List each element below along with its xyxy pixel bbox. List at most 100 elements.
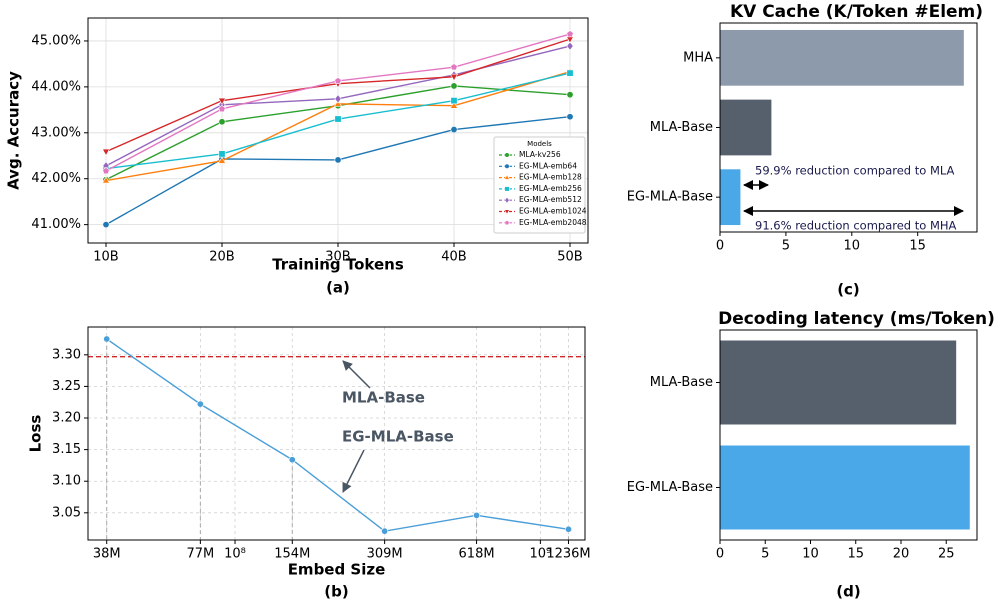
marker	[334, 156, 342, 164]
annotation-arrow	[342, 449, 365, 493]
y-axis-label: Avg. Accuracy	[5, 71, 23, 190]
x-tick-label: 154M	[274, 547, 310, 562]
legend-label: EG-MLA-emb64	[519, 161, 577, 170]
x-tick-label: 10⁹	[529, 547, 551, 562]
x-tick-label: 20	[893, 547, 910, 562]
marker	[102, 221, 110, 229]
annotation: EG-MLA-Base	[342, 428, 454, 446]
marker	[334, 115, 342, 123]
legend-marker	[504, 219, 510, 226]
y-tick-label: 3.10	[52, 474, 81, 489]
marker	[218, 150, 226, 158]
marker	[566, 113, 574, 121]
marker	[217, 156, 227, 164]
marker	[566, 69, 574, 77]
marker	[381, 527, 389, 535]
y-tick-label: 43.00%	[31, 125, 81, 140]
marker	[450, 126, 458, 134]
marker	[473, 511, 481, 519]
caption: (d)	[836, 583, 860, 601]
y-tick-label: 45.00%	[31, 33, 81, 48]
plot-frame	[87, 326, 586, 541]
annotation: 59.9% reduction compared to MLA	[755, 164, 955, 178]
legend-marker	[504, 196, 510, 204]
series-line	[106, 338, 569, 532]
legend-marker	[504, 186, 510, 192]
x-tick-label: 15	[909, 239, 926, 254]
marker	[103, 335, 111, 343]
y-tick-label: EG-MLA-Base	[627, 190, 713, 205]
y-axis-label: Loss	[27, 415, 45, 453]
legend-label: EG-MLA-emb128	[519, 173, 582, 182]
legend-marker	[504, 152, 510, 158]
x-tick-label: 5	[782, 239, 790, 254]
marker	[564, 525, 572, 533]
x-tick-label: 40B	[441, 250, 466, 265]
marker	[450, 82, 458, 90]
x-tick-label: 50B	[557, 250, 582, 265]
y-tick-label: MHA	[683, 50, 713, 65]
x-tick-label: 30B	[325, 250, 350, 265]
plot-frame	[87, 17, 589, 244]
x-tick-label: 309M	[367, 547, 403, 562]
x-axis-label: Training Tokens	[272, 256, 404, 274]
y-tick-label: 42.00%	[31, 171, 81, 186]
y-tick-label: 44.00%	[31, 79, 81, 94]
bar	[720, 445, 970, 530]
marker	[450, 63, 458, 71]
y-tick-label: 3.25	[52, 379, 81, 394]
marker	[334, 77, 342, 85]
annotation: 91.6% reduction compared to MHA	[755, 219, 957, 233]
caption: (b)	[324, 583, 348, 601]
y-tick-label: 3.30	[52, 347, 81, 362]
caption: (a)	[326, 279, 350, 297]
x-tick-label: 10	[844, 239, 861, 254]
x-tick-label: 25	[938, 547, 955, 562]
y-tick-label: 3.15	[52, 442, 81, 457]
legend-label: EG-MLA-emb256	[519, 184, 582, 193]
marker	[217, 97, 227, 106]
marker	[218, 105, 226, 113]
caption: (c)	[837, 281, 860, 299]
marker	[218, 118, 226, 126]
marker	[334, 94, 342, 104]
plot-frame	[719, 22, 978, 233]
legend-marker	[503, 174, 511, 180]
y-tick-label: EG-MLA-Base	[627, 480, 713, 495]
marker	[566, 41, 574, 51]
plot-frame	[719, 329, 978, 541]
legend-label: EG-MLA-emb512	[519, 195, 582, 204]
marker	[196, 400, 204, 408]
x-tick-label: 20B	[209, 250, 234, 265]
x-tick-label: 77M	[186, 547, 214, 562]
y-tick-label: MLA-Base	[650, 375, 713, 390]
bar	[720, 340, 957, 425]
legend-label: MLA-kv256	[519, 150, 561, 159]
bar	[720, 99, 772, 156]
bar	[720, 169, 741, 226]
bar	[720, 29, 964, 86]
x-tick-label: 10⁸	[224, 547, 246, 562]
marker	[101, 148, 111, 157]
x-tick-label: 1236M	[546, 547, 590, 562]
x-tick-label: 618M	[459, 547, 495, 562]
legend-label: EG-MLA-emb2048	[519, 218, 587, 227]
legend-label: EG-MLA-emb1024	[519, 207, 587, 216]
marker	[566, 30, 574, 38]
x-tick-label: 15	[847, 547, 864, 562]
x-tick-label: 10B	[93, 250, 118, 265]
y-tick-label: MLA-Base	[650, 120, 713, 135]
chart-title: KV Cache (K/Token #Elem)	[730, 2, 983, 22]
y-tick-label: 3.20	[52, 411, 81, 426]
marker	[102, 167, 110, 175]
x-tick-label: 0	[716, 547, 724, 562]
x-tick-label: 0	[716, 239, 724, 254]
marker	[449, 73, 459, 82]
y-tick-label: 3.05	[52, 505, 81, 520]
legend-title: Models	[527, 140, 552, 148]
annotation-arrow	[342, 360, 371, 389]
legend-marker	[504, 163, 510, 169]
x-axis-label: Embed Size	[288, 561, 386, 579]
legend-marker	[503, 209, 511, 215]
